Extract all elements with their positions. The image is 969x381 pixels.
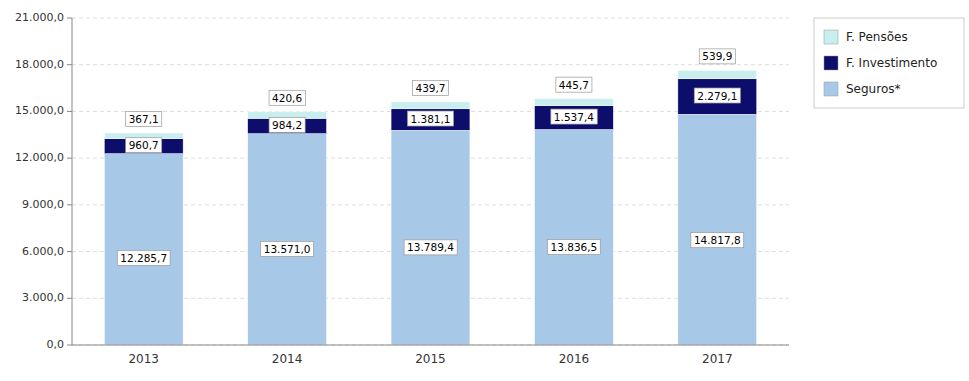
y-tick-label: 12.000,0: [15, 151, 64, 164]
legend-label: Seguros*: [846, 82, 901, 96]
data-label-box: [548, 240, 601, 255]
legend-frame: [814, 18, 964, 108]
data-label-box: [269, 118, 305, 133]
data-label-text: 1.537,4: [554, 111, 594, 123]
data-label: 539,9: [699, 49, 735, 64]
data-label-box: [694, 88, 740, 103]
data-label-box: [556, 77, 592, 92]
y-tick: [67, 18, 72, 19]
bar: [534, 130, 613, 345]
bar: [678, 79, 757, 114]
legend-swatch: [824, 82, 838, 96]
bar: [391, 102, 470, 109]
data-label-text: 14.817,8: [694, 234, 741, 246]
data-label: 960,7: [126, 138, 162, 153]
grid-line: [72, 64, 789, 65]
data-label-text: 539,9: [702, 50, 732, 62]
data-label: 13.571,0: [261, 241, 314, 256]
chart: 0,0 3.000,0 6.000,0 9.000,0 12.000,0 15.000,0…: [0, 0, 969, 381]
bar: [534, 99, 613, 106]
y-axis-line: [72, 18, 73, 345]
y-tick-label: 3.000,0: [22, 291, 64, 304]
y-axis: 0,0 3.000,0 6.000,0 9.000,0 12.000,0 15.000,0…: [15, 11, 789, 351]
data-label-text: 12.285,7: [120, 252, 167, 264]
data-label: 13.836,5: [548, 240, 601, 255]
data-label-text: 13.789,4: [407, 241, 454, 253]
data-label: 1.537,4: [551, 109, 597, 124]
data-label-text: 367,1: [129, 113, 159, 125]
data-label-text: 960,7: [129, 139, 159, 151]
data-label: 439,7: [412, 80, 448, 95]
y-tick-label: 9.000,0: [22, 198, 64, 211]
data-label-box: [699, 49, 735, 64]
data-label-box: [269, 90, 305, 105]
y-tick-label: 21.000,0: [15, 11, 64, 24]
y-tick: [67, 345, 72, 346]
data-label-box: [126, 138, 162, 153]
y-tick: [67, 158, 72, 159]
data-label-text: 2.279,1: [697, 90, 737, 102]
data-label-text: 13.571,0: [264, 243, 311, 255]
data-label-box: [117, 250, 170, 265]
y-tick: [67, 251, 72, 252]
legend-label: F. Pensões: [846, 30, 908, 44]
data-label: 984,2: [269, 118, 305, 133]
data-label-text: 420,6: [272, 92, 302, 104]
data-label: 2.279,1: [694, 88, 740, 103]
data-label-text: 445,7: [559, 79, 589, 91]
data-label-text: 984,2: [272, 119, 302, 131]
legend-label: F. Investimento: [846, 56, 937, 70]
legend-swatch: [824, 30, 838, 44]
data-label-box: [412, 80, 448, 95]
data-label: 445,7: [556, 77, 592, 92]
bar: [391, 109, 470, 131]
bar: [678, 114, 757, 345]
data-label: 1.381,1: [407, 111, 453, 126]
x-axis-line: [72, 345, 789, 346]
bar: [534, 106, 613, 130]
y-tick-label: 0,0: [47, 338, 65, 351]
bar: [104, 154, 183, 345]
data-labels: 12.285,7 13.571,0 13.789,4 13.836,5 14.817,8…: [117, 49, 743, 266]
grid-line: [72, 18, 789, 19]
x-axis: 2013 2014 2015 2016 2017: [128, 352, 732, 366]
bar: [391, 130, 470, 345]
y-tick: [67, 204, 72, 205]
data-label-box: [691, 233, 744, 248]
grid-line: [72, 345, 789, 346]
data-label-box: [261, 241, 314, 256]
data-label: 367,1: [126, 112, 162, 127]
x-tick-label: 2013: [128, 352, 159, 366]
data-label: 14.817,8: [691, 233, 744, 248]
y-tick-label: 15.000,0: [15, 104, 64, 117]
data-label-box: [126, 112, 162, 127]
y-tick: [67, 298, 72, 299]
y-tick-label: 18.000,0: [15, 58, 64, 71]
y-tick: [67, 111, 72, 112]
bar: [248, 134, 327, 345]
data-label-text: 13.836,5: [551, 241, 598, 253]
data-label: 420,6: [269, 90, 305, 105]
x-tick-label: 2016: [559, 352, 590, 366]
legend: F. Pensões F. Investimento Seguros*: [814, 18, 964, 108]
data-label-text: 439,7: [415, 82, 445, 94]
legend-swatch: [824, 56, 838, 70]
y-tick-label: 6.000,0: [22, 245, 64, 258]
data-label: 13.789,4: [404, 240, 457, 255]
bar: [248, 118, 327, 133]
x-tick-label: 2017: [702, 352, 733, 366]
data-label: 12.285,7: [117, 250, 170, 265]
data-label-box: [407, 111, 453, 126]
x-tick-label: 2014: [272, 352, 303, 366]
x-tick-label: 2015: [415, 352, 446, 366]
data-label-box: [551, 109, 597, 124]
data-label-box: [404, 240, 457, 255]
bar: [678, 70, 757, 78]
data-label-text: 1.381,1: [410, 113, 450, 125]
bars: [104, 70, 756, 345]
y-tick: [67, 64, 72, 65]
